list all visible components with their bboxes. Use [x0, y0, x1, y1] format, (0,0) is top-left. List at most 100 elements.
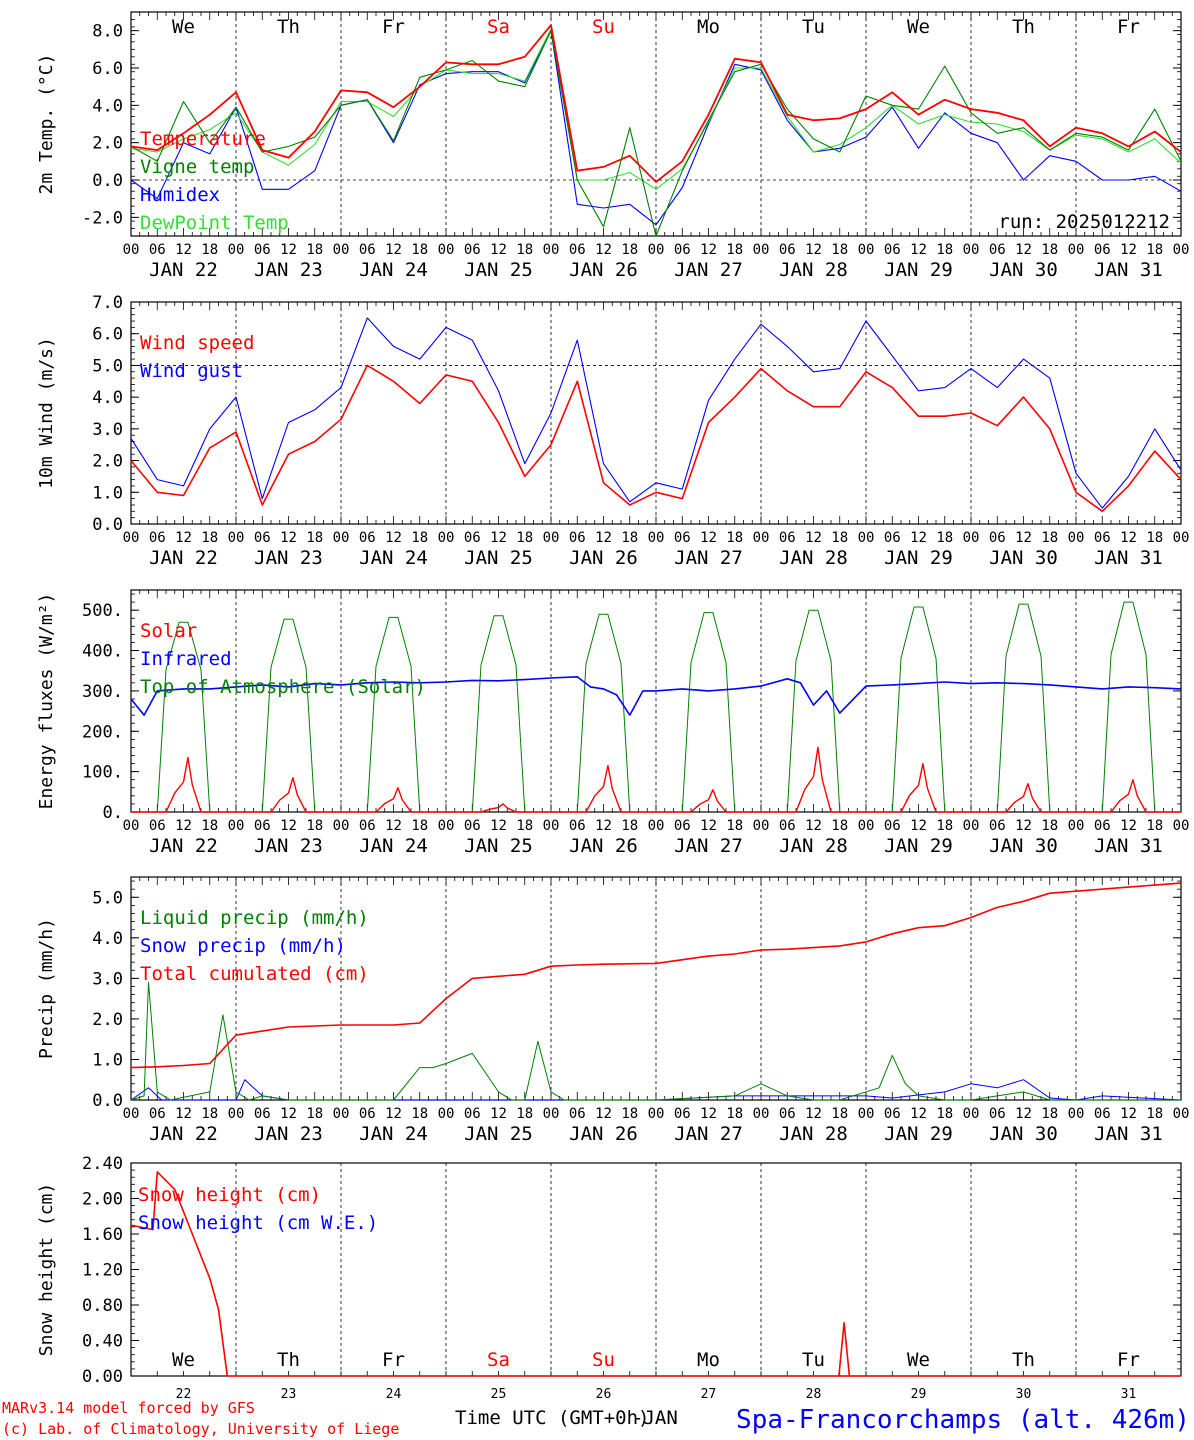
y-tick-label: 5.0: [92, 888, 123, 908]
hour-label: 06: [779, 818, 796, 834]
snow-height-line: [130, 1171, 1181, 1377]
y-tick-label: 0.0: [92, 515, 123, 535]
hour-label: 06: [779, 530, 796, 546]
hour-label: 00: [543, 242, 560, 258]
hour-label: 18: [831, 530, 848, 546]
hour-label: 18: [726, 530, 743, 546]
hour-label: 18: [201, 818, 218, 834]
hour-label: 06: [464, 530, 481, 546]
hour-label: 00: [543, 818, 560, 834]
series-line: [130, 364, 1182, 513]
hour-label: 18: [831, 818, 848, 834]
hour-label: 12: [1120, 530, 1137, 546]
day-name: Th: [277, 16, 300, 38]
hour-label: 06: [989, 530, 1006, 546]
hour-label: 06: [464, 1106, 481, 1122]
toa-solar-line: [446, 615, 551, 813]
y-tick-label: 4.0: [92, 96, 123, 116]
hour-label: 12: [280, 1106, 297, 1122]
hour-label: 00: [963, 818, 980, 834]
date-label: JAN 24: [359, 259, 428, 281]
hour-label: 12: [490, 242, 507, 258]
date-label: JAN 25: [464, 1123, 533, 1145]
y-tick-label: 1.0: [92, 483, 123, 503]
date-label: JAN 30: [989, 1123, 1058, 1145]
y-tick-label: 2.40: [82, 1154, 123, 1174]
hour-label: 00: [1173, 1106, 1190, 1122]
hour-label: 06: [884, 818, 901, 834]
hour-label: 12: [700, 242, 717, 258]
day-name: We: [907, 1349, 930, 1371]
hour-label: 18: [621, 530, 638, 546]
hour-label: 12: [595, 242, 612, 258]
panel-frame-0: [130, 11, 1182, 237]
hour-label: 00: [963, 1106, 980, 1122]
hour-label: 06: [884, 530, 901, 546]
hour-label: 00: [438, 1106, 455, 1122]
hour-label: 00: [963, 530, 980, 546]
hour-label: 12: [385, 530, 402, 546]
date-label: JAN 28: [779, 835, 848, 857]
date-label: JAN 25: [464, 259, 533, 281]
hour-label: 00: [963, 242, 980, 258]
y-tick-label: -2.0: [82, 208, 123, 228]
hour-label: 12: [700, 818, 717, 834]
hour-label: 00: [858, 530, 875, 546]
hour-label: 12: [490, 530, 507, 546]
hour-label: 18: [831, 1106, 848, 1122]
toa-solar-line: [341, 616, 446, 813]
hour-label: 18: [516, 1106, 533, 1122]
legend-liquid-precip: Liquid precip (mm/h): [140, 907, 369, 929]
hour-label: 18: [411, 1106, 428, 1122]
hour-label: 12: [910, 242, 927, 258]
hour-label: 12: [490, 818, 507, 834]
hour-label: 00: [228, 530, 245, 546]
day-number: 31: [1121, 1387, 1137, 1402]
hour-label: 00: [333, 530, 350, 546]
hour-label: 00: [333, 242, 350, 258]
day-number: 27: [701, 1387, 717, 1402]
y-tick-label: 8.0: [92, 22, 123, 42]
y-tick-label: 2.00: [82, 1190, 123, 1210]
day-name: Fr: [382, 1349, 405, 1371]
solar-line: [131, 756, 236, 813]
y-tick-label: 3.0: [92, 420, 123, 440]
toa-solar-line: [866, 606, 971, 813]
solar-line: [1076, 779, 1181, 813]
total-cumulated-line: [130, 882, 1182, 1069]
hour-label: 00: [228, 818, 245, 834]
date-label: JAN 23: [254, 259, 323, 281]
y-axis-label: Precip (mm/h): [36, 918, 57, 1059]
y-tick-label: 0.80: [82, 1296, 123, 1316]
day-name: Th: [277, 1349, 300, 1371]
y-tick-label: 100.: [82, 763, 123, 783]
date-label: JAN 30: [989, 835, 1058, 857]
liquid-precip-line: [130, 981, 1181, 1101]
y-tick-label: 7.0: [92, 293, 123, 313]
hour-label: 00: [648, 1106, 665, 1122]
hour-label: 00: [543, 1106, 560, 1122]
toa-solar-line: [551, 613, 656, 813]
y-tick-label: 2.0: [92, 1010, 123, 1030]
hour-label: 06: [1094, 530, 1111, 546]
day-name: Th: [1012, 16, 1035, 38]
hour-label: 06: [149, 818, 166, 834]
solar-line: [761, 746, 866, 813]
hour-label: 06: [359, 1106, 376, 1122]
hour-label: 00: [1173, 530, 1190, 546]
hour-label: 00: [438, 242, 455, 258]
day-number: 25: [491, 1387, 507, 1402]
hour-label: 18: [936, 818, 953, 834]
hour-label: 12: [385, 818, 402, 834]
hour-label: 18: [726, 818, 743, 834]
y-axis-label: Snow height (cm): [36, 1183, 57, 1356]
hour-label: 06: [779, 1106, 796, 1122]
y-tick-label: 2.0: [92, 134, 123, 154]
day-name: Sa: [487, 1349, 510, 1371]
hour-label: 06: [779, 242, 796, 258]
hour-label: 12: [805, 818, 822, 834]
hour-label: 06: [254, 1106, 271, 1122]
hour-label: 12: [700, 1106, 717, 1122]
day-name: Su: [592, 16, 615, 38]
legend-infrared: Infrared: [140, 648, 232, 670]
